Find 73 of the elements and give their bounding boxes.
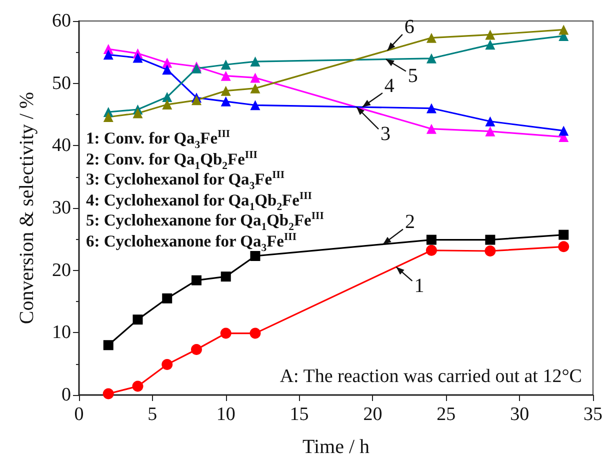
point	[426, 32, 436, 43]
series-label: 4	[384, 75, 394, 98]
point	[426, 244, 437, 256]
series-label: 6	[404, 16, 414, 40]
annotation: 5: Cyclohexanone for Qa$_{1}$Qb$_{2}$Fe$^{III}$	[86, 210, 324, 233]
point	[484, 246, 496, 257]
x-tick-label: 15	[290, 404, 309, 425]
point	[103, 340, 114, 350]
point	[220, 86, 231, 96]
x-tick-label: 35	[584, 404, 602, 425]
point	[162, 358, 173, 370]
point	[485, 40, 496, 50]
point	[485, 116, 496, 126]
point	[558, 24, 569, 35]
point	[132, 314, 143, 325]
point	[250, 56, 260, 67]
point	[426, 234, 436, 245]
x-tick-label: 10	[216, 404, 236, 425]
y-axis-title: Conversion & selectivity / %	[16, 92, 38, 324]
point	[250, 83, 260, 94]
y-tick-label: 0	[62, 384, 71, 406]
x-tick-label: 5	[148, 404, 158, 425]
point	[426, 103, 436, 114]
point	[558, 230, 569, 240]
point	[250, 250, 260, 261]
annotation: 4: Cyclohexanol for Qa$_{1}$Qb$_{2}$Fe$^{III}$	[86, 190, 312, 212]
point	[558, 241, 570, 252]
point	[250, 328, 261, 339]
point	[250, 100, 260, 110]
point	[220, 96, 231, 106]
series-label: 1	[414, 274, 424, 298]
annotation: 2: Conv. for Qa$_{1}$Qb$_{2}$Fe$^{III}$	[86, 148, 258, 172]
point	[190, 344, 202, 355]
x-tick-label: 20	[363, 404, 382, 425]
annotation: 3: Cyclohexanol for Qa$_{3}$Fe$^{III}$	[86, 169, 285, 192]
y-tick-label: 30	[52, 198, 71, 218]
point	[485, 234, 496, 245]
point	[162, 100, 172, 110]
point	[558, 126, 569, 136]
annotation: 1: Conv. for Qa$_{3}$Fe$^{III}$	[86, 128, 230, 151]
point	[162, 64, 172, 75]
y-tick-label: 10	[52, 322, 71, 344]
point	[220, 60, 231, 70]
point	[220, 328, 232, 339]
y-tick-label: 20	[52, 260, 71, 281]
point	[132, 380, 144, 392]
point	[220, 70, 231, 81]
x-tick-label: 25	[436, 404, 456, 425]
point	[103, 112, 114, 122]
series-label: 2	[404, 211, 415, 234]
point	[132, 52, 143, 63]
point	[485, 126, 496, 136]
point	[102, 388, 114, 400]
annotation: A: The reaction was carried out at 12°C	[280, 366, 582, 388]
point	[220, 272, 231, 282]
series-label: 5	[408, 65, 418, 88]
point	[162, 293, 172, 304]
point	[250, 72, 260, 83]
y-tick-label: 50	[52, 72, 71, 94]
point	[191, 275, 202, 286]
point	[426, 124, 436, 134]
annotation: 6: Cyclohexanone for Qa$_{3}$Fe$^{III}$	[86, 230, 297, 254]
y-tick-label: 40	[52, 135, 71, 156]
x-tick-label: 30	[510, 404, 530, 425]
series-label: 3	[380, 123, 391, 146]
x-axis-title: Time / h	[302, 436, 370, 458]
point	[103, 50, 114, 60]
y-tick-label: 60	[52, 10, 71, 32]
point	[132, 108, 143, 118]
point	[426, 53, 436, 64]
point	[485, 30, 496, 40]
x-tick-label: 0	[74, 404, 84, 425]
point	[191, 95, 202, 106]
